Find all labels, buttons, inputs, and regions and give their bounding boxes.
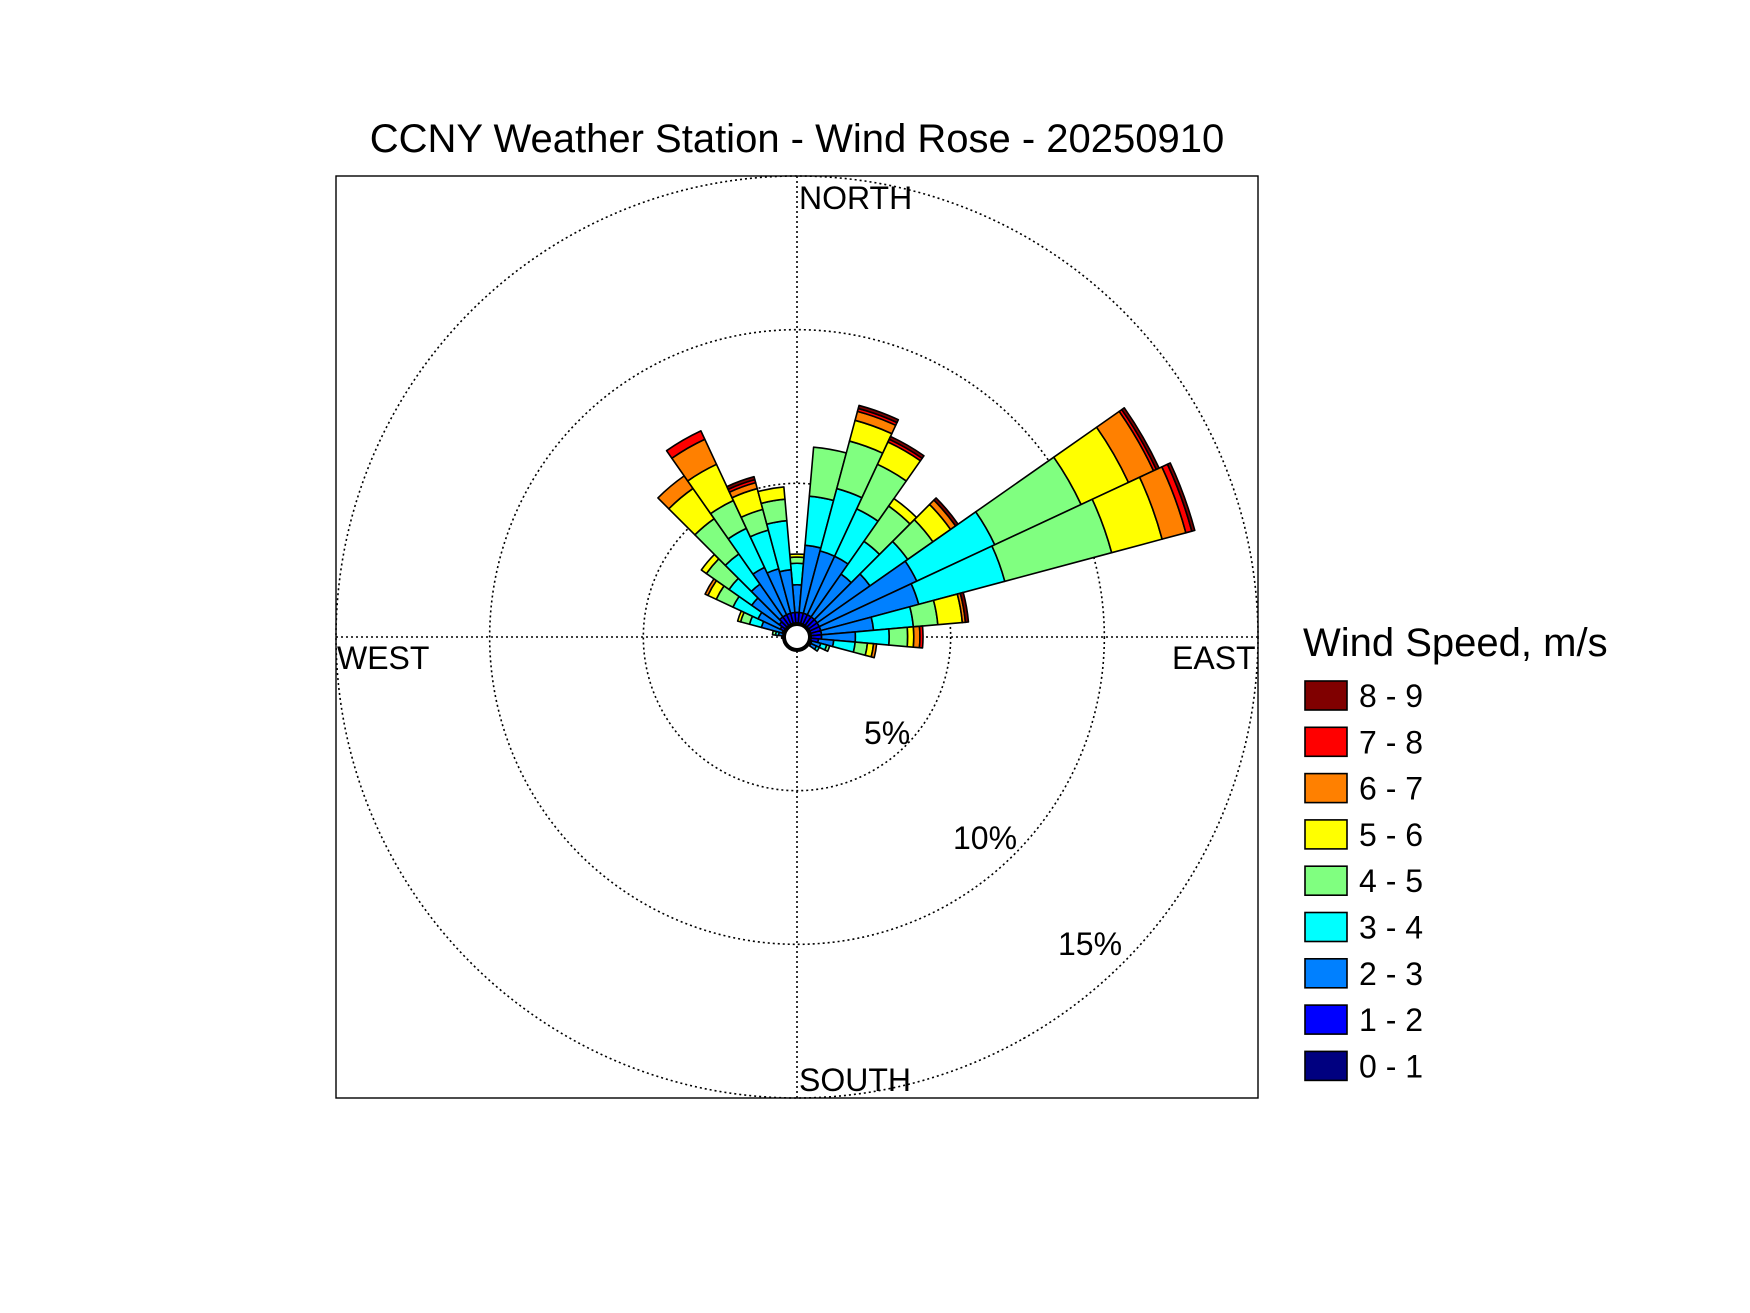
direction-label-west: WEST [337,640,429,676]
legend-swatch [1304,680,1348,711]
legend-swatch [1304,1004,1348,1035]
legend-swatch [1304,865,1348,897]
legend-label: 8 - 9 [1359,678,1423,714]
ring-label-5: 5% [864,715,910,751]
legend-label: 0 - 1 [1359,1048,1423,1084]
wedge-80deg-bin-8-9 [959,591,970,624]
direction-label-south: SOUTH [799,1062,911,1098]
wind-rose-wedges [657,404,1196,659]
legend-label: 6 - 7 [1359,771,1423,807]
wedge-100deg-bin-3-4 [831,639,856,653]
ring-label-15: 15% [1058,926,1122,962]
wedge-110deg-bin-4-5 [824,644,831,653]
legend: Wind Speed, m/s 8 - 9 7 - 8 6 - 7 5 - 6 4 - … [1303,621,1608,1084]
wedge-350deg-bin-5-6 [757,486,786,505]
wedge-100deg-bin-6-7 [870,642,878,659]
wedge-30deg-bin-8-9 [888,435,925,460]
legend-swatch [1304,1050,1348,1082]
legend-label: 2 - 3 [1359,956,1423,992]
wedge-330deg-bin-7-8 [665,430,706,460]
calm-center-circle [782,622,812,652]
legend-label: 3 - 4 [1359,910,1423,946]
legend-swatch [1304,957,1348,989]
chart-title: CCNY Weather Station - Wind Rose - 20250… [370,117,1225,161]
legend-swatch [1304,911,1348,943]
wedge-90deg-bin-7-8 [918,625,924,649]
wedge-90deg-bin-4-5 [888,626,909,648]
legend-label: 4 - 5 [1359,863,1423,899]
ring-label-10: 10% [953,820,1017,856]
legend-swatch [1304,819,1348,850]
legend-swatch [1304,726,1348,758]
direction-label-east: EAST [1172,640,1256,676]
grid-ring [642,482,952,792]
legend-label: 5 - 6 [1359,817,1423,853]
legend-title: Wind Speed, m/s [1303,621,1608,665]
wedge-0deg-bin-5-6 [788,553,806,559]
wedge-0deg-bin-4-5 [789,556,805,565]
wedge-20deg-bin-8-9 [857,404,900,424]
grid-ring [488,328,1106,946]
legend-swatch [1304,772,1348,804]
direction-label-north: NORTH [799,180,912,216]
legend-label: 1 - 2 [1359,1002,1423,1038]
wedge-340deg-bin-8-9 [726,475,756,491]
wedge-120deg-bin-3-4 [813,645,821,652]
legend-label: 7 - 8 [1359,724,1423,760]
wedge-70deg-bin-8-9 [1166,462,1196,533]
